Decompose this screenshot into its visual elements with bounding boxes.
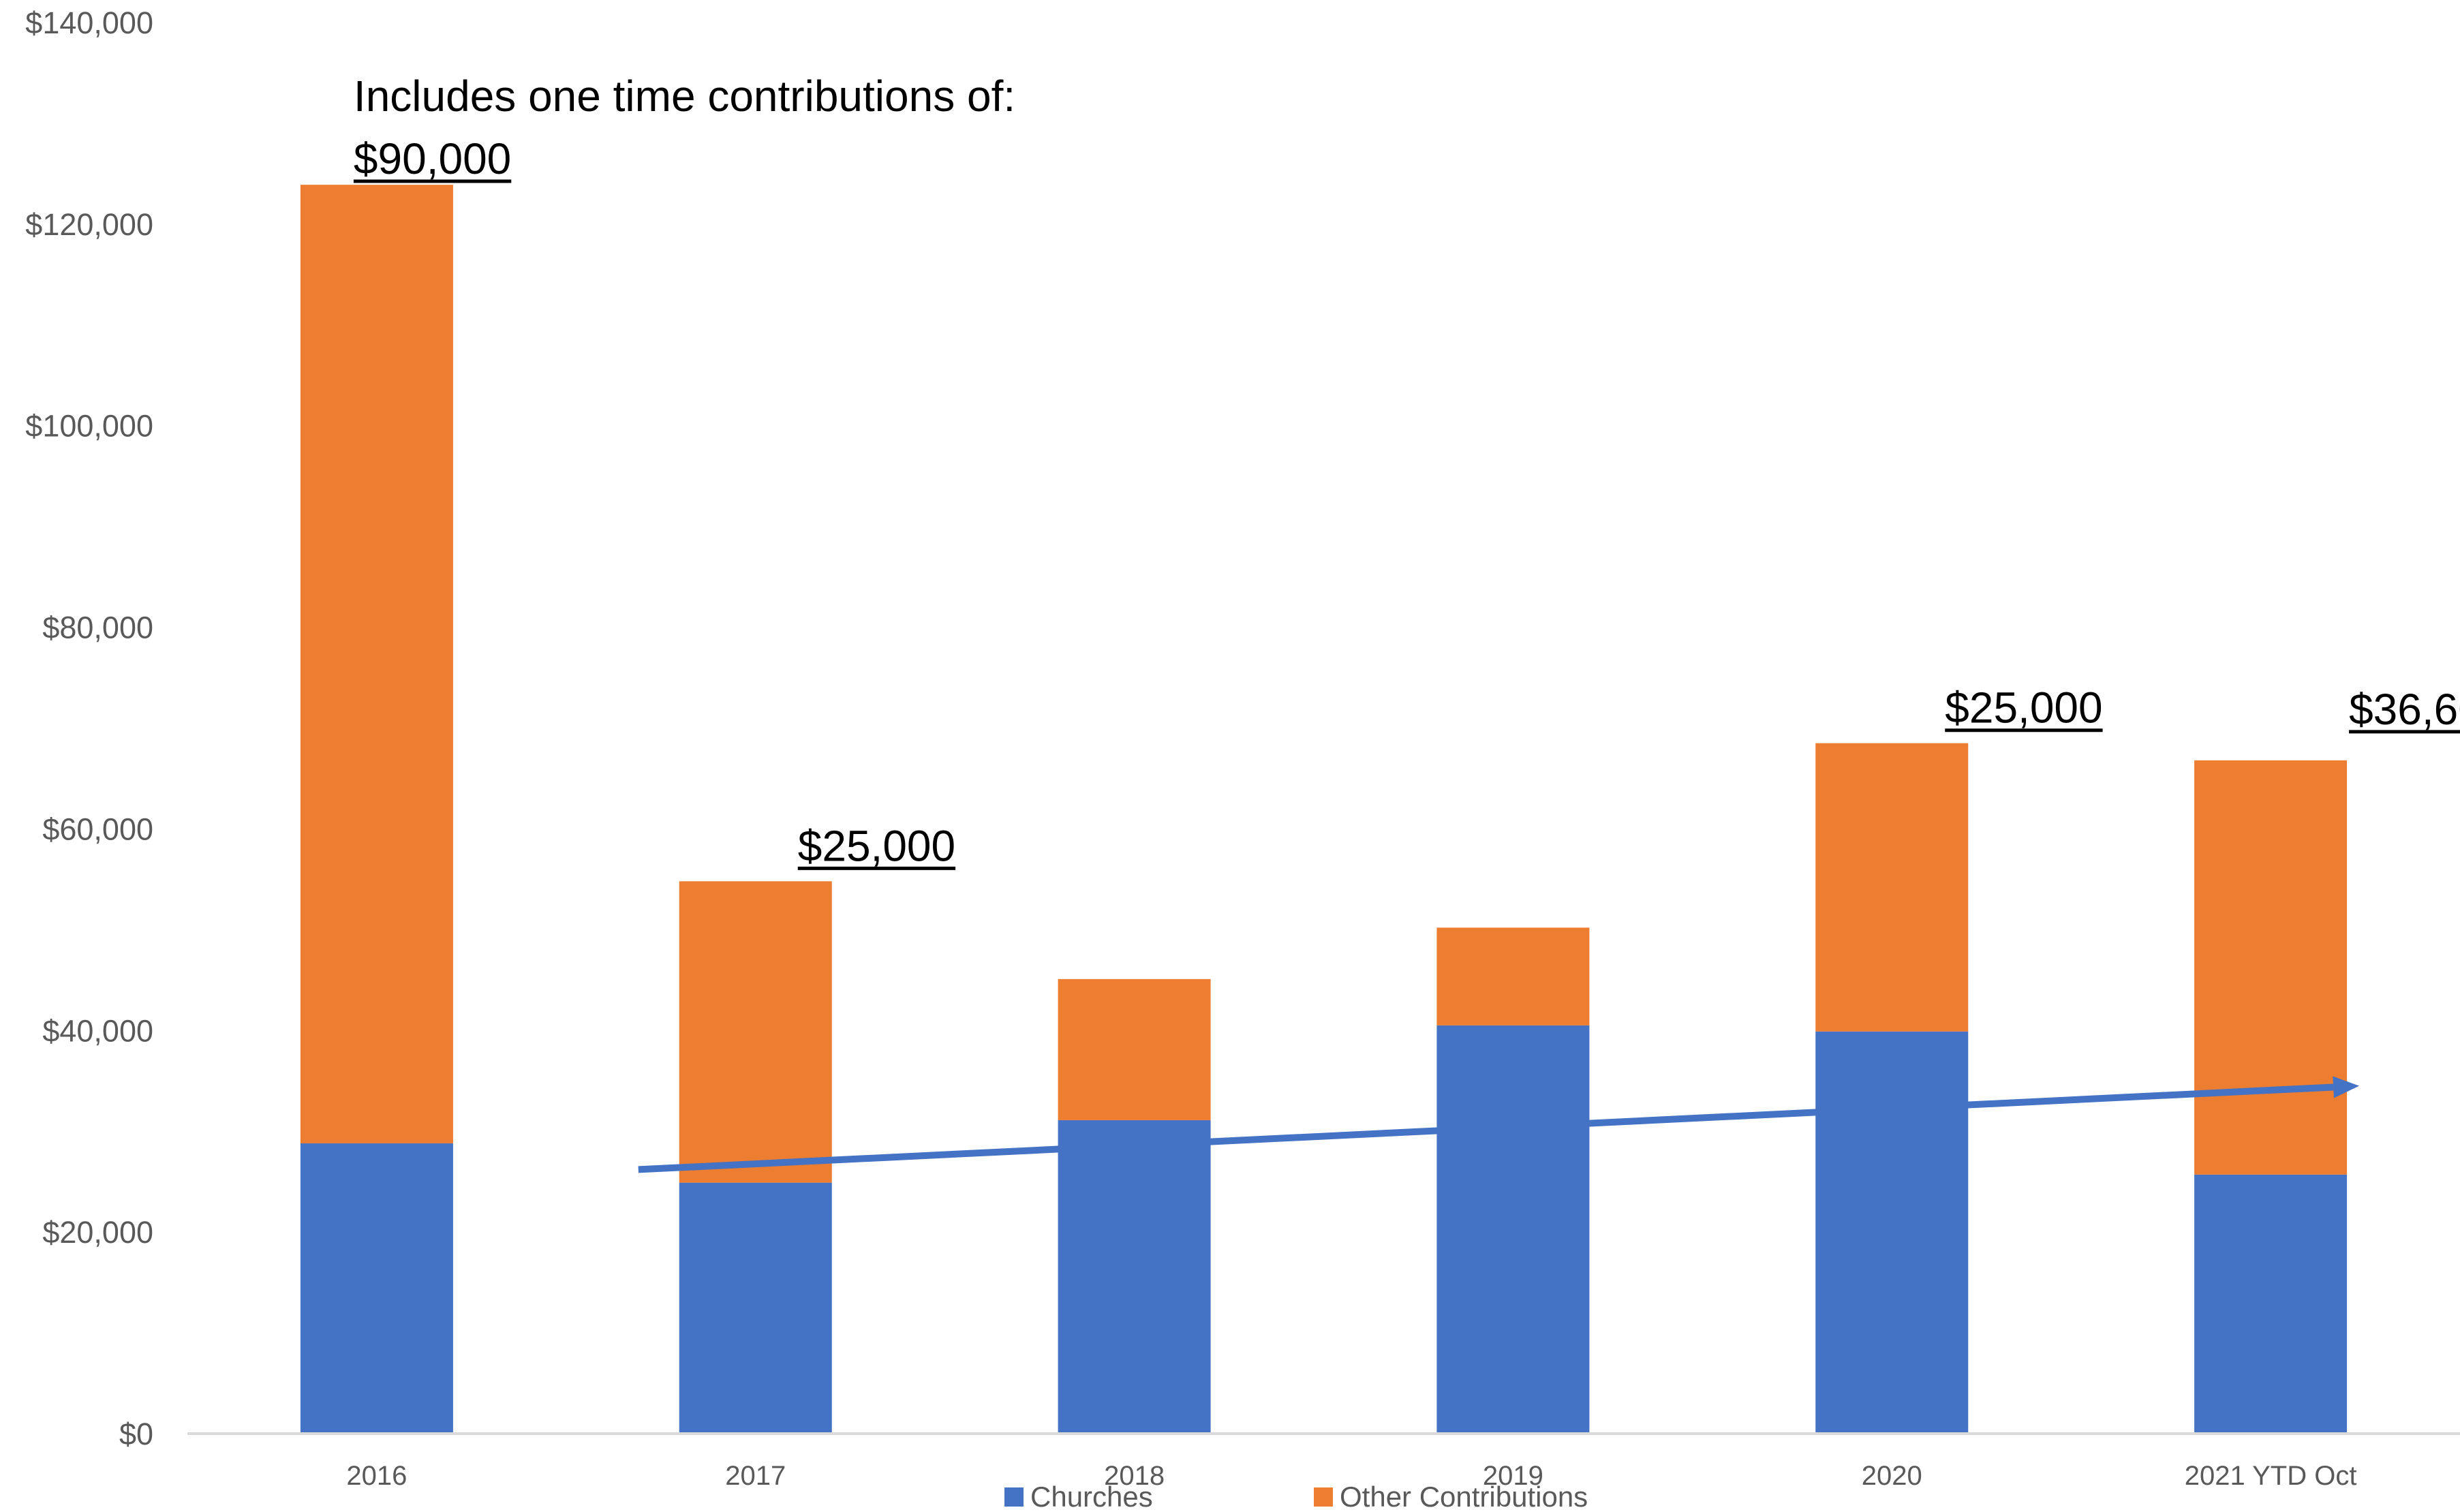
y-tick-label: $100,000 (25, 409, 153, 444)
x-tick-label: 2017 (725, 1461, 786, 1491)
legend: Churches Other Contributions (1004, 1481, 1588, 1512)
y-tick-label: $80,000 (42, 611, 153, 645)
y-axis: $0 $20,000 $40,000 $60,000 $80,000 $100,000 $1… (25, 5, 153, 1451)
legend-label-1: Other Contributions (1340, 1481, 1588, 1512)
bar-other-2 (1058, 978, 1211, 1120)
y-tick-label: $140,000 (25, 5, 153, 40)
legend-swatch-1 (1314, 1487, 1333, 1507)
y-tick-label: $0 (119, 1417, 153, 1451)
bar-other-3 (1436, 927, 1590, 1025)
bar-other-0 (300, 185, 453, 1143)
legend-swatch-0 (1004, 1487, 1024, 1507)
x-axis-labels: 2016 2017 2018 2019 2020 2021 YTD Oct (346, 1461, 2356, 1491)
legend-label-0: Churches (1030, 1481, 1153, 1512)
bar-churches-4 (1815, 1031, 1969, 1434)
trend-arrow (638, 1076, 2360, 1173)
bar-churches-0 (300, 1143, 453, 1434)
bar-other-4 (1815, 743, 1969, 1032)
bars (300, 185, 2348, 1434)
annotation-2016-value: $90,000 (354, 134, 511, 183)
x-tick-label: 2016 (346, 1461, 407, 1491)
bar-churches-3 (1436, 1025, 1590, 1434)
bar-churches-5 (2194, 1174, 2348, 1434)
trend-line (638, 1083, 2334, 1173)
annotation-2020-value: $25,000 (1945, 683, 2102, 732)
bar-other-1 (679, 881, 832, 1183)
annotation-2021-value: $36,600 (2349, 685, 2460, 734)
x-tick-label: 2019 (1483, 1461, 1543, 1491)
y-tick-label: $60,000 (42, 812, 153, 846)
trend-arrowhead (2333, 1076, 2360, 1098)
bar-churches-1 (679, 1182, 832, 1434)
x-tick-label: 2021 YTD Oct (2185, 1461, 2357, 1491)
x-tick-label: 2018 (1104, 1461, 1165, 1491)
annotations: Includes one time contributions of: $90,0… (353, 72, 2460, 870)
bar-churches-2 (1058, 1120, 1211, 1434)
y-tick-label: $20,000 (42, 1215, 153, 1250)
bar-other-5 (2194, 760, 2348, 1175)
y-tick-label: $120,000 (25, 207, 153, 242)
x-tick-label: 2020 (1862, 1461, 1922, 1491)
annotation-one-time-label: Includes one time contributions of: (354, 72, 1015, 121)
y-tick-label: $40,000 (42, 1013, 153, 1048)
annotation-2017-value: $25,000 (798, 821, 955, 870)
